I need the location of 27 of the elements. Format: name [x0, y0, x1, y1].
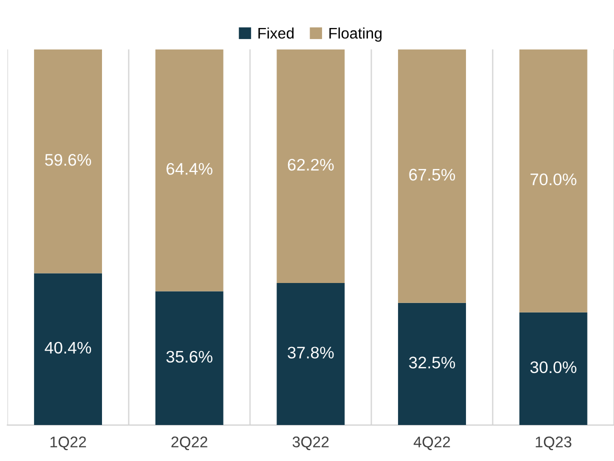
bar: [276, 49, 345, 284]
legend-label: Floating: [329, 27, 382, 42]
bar: [155, 291, 224, 426]
bar: [398, 49, 466, 303]
data-label: 64.4%: [166, 162, 212, 175]
bar: [34, 273, 102, 426]
data-label: 67.5%: [409, 168, 456, 181]
bar: [276, 283, 345, 426]
data-label: 35.6%: [166, 350, 212, 363]
data-label: 62.2%: [288, 158, 334, 171]
data-label: 37.8%: [288, 346, 334, 359]
x-tick-label: 1Q22: [50, 436, 86, 450]
x-tick-label: 1Q23: [536, 436, 572, 450]
data-label: 70.0%: [530, 174, 576, 186]
legend-label: Fixed: [258, 27, 294, 39]
data-label: 30.0%: [530, 361, 576, 374]
x-tick-label: 2Q22: [171, 436, 208, 450]
data-label: 32.5%: [409, 356, 456, 368]
bar: [34, 49, 102, 274]
bar: [519, 312, 588, 426]
x-tick-label: 3Q22: [292, 436, 329, 450]
x-tick-label: 4Q22: [414, 436, 450, 450]
data-label: 40.4%: [44, 342, 92, 354]
bar: [398, 302, 466, 426]
data-label: 59.6%: [45, 154, 92, 166]
bar: [519, 49, 588, 312]
bar: [155, 49, 224, 292]
